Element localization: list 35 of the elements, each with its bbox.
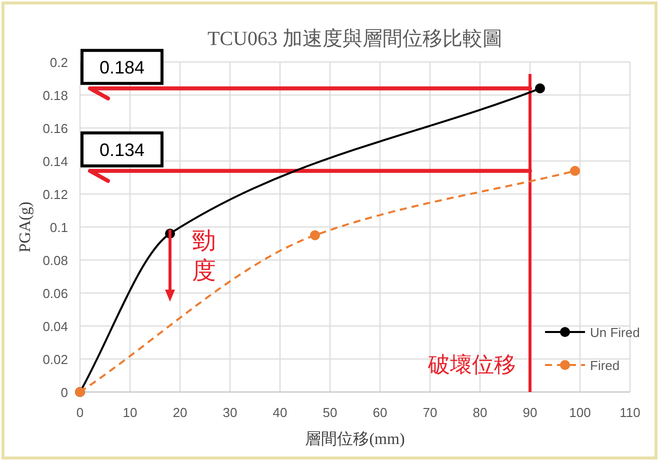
x-tick-label: 80 — [472, 405, 488, 420]
x-tick-label: 60 — [372, 405, 388, 420]
ref-line-label: 0.184 — [99, 57, 145, 78]
y-tick-label: 0.04 — [42, 319, 68, 334]
y-tick-label: 0.14 — [42, 154, 68, 169]
y-tick-label: 0 — [60, 385, 68, 400]
point — [310, 230, 320, 240]
point — [570, 166, 580, 176]
x-tick-label: 50 — [322, 405, 338, 420]
x-tick-label: 30 — [222, 405, 238, 420]
y-tick-label: 0.2 — [50, 55, 68, 70]
x-tick-label: 100 — [569, 405, 591, 420]
x-tick-label: 70 — [422, 405, 438, 420]
y-axis-title: PGA(g) — [17, 202, 34, 252]
y-tick-label: 0.18 — [42, 88, 68, 103]
x-tick-label: 20 — [172, 405, 188, 420]
point — [535, 83, 545, 94]
ref-line-label: 破壞位移 — [427, 352, 516, 377]
chart-title: TCU063 加速度與層間位移比較圖 — [208, 28, 502, 50]
y-tick-label: 0.08 — [42, 253, 68, 268]
x-tick-label: 0 — [76, 405, 84, 420]
x-tick-label: 40 — [272, 405, 288, 420]
y-tick-label: 0.06 — [42, 286, 68, 301]
legend-label: Fired — [590, 358, 620, 373]
y-tick-label: 0.02 — [42, 352, 68, 367]
annotation: 勁度 — [192, 228, 216, 285]
y-tick-label: 0.1 — [50, 220, 68, 235]
y-tick-label: 0.12 — [42, 187, 68, 202]
x-axis-title: 層間位移(mm) — [305, 431, 405, 448]
legend-label: Un Fired — [590, 325, 640, 340]
x-tick-label: 110 — [620, 405, 640, 420]
x-tick-label: 10 — [122, 405, 138, 420]
ref-line-label: 0.134 — [99, 140, 145, 160]
x-tick-label: 90 — [522, 405, 538, 420]
y-tick-label: 0.16 — [42, 121, 68, 136]
